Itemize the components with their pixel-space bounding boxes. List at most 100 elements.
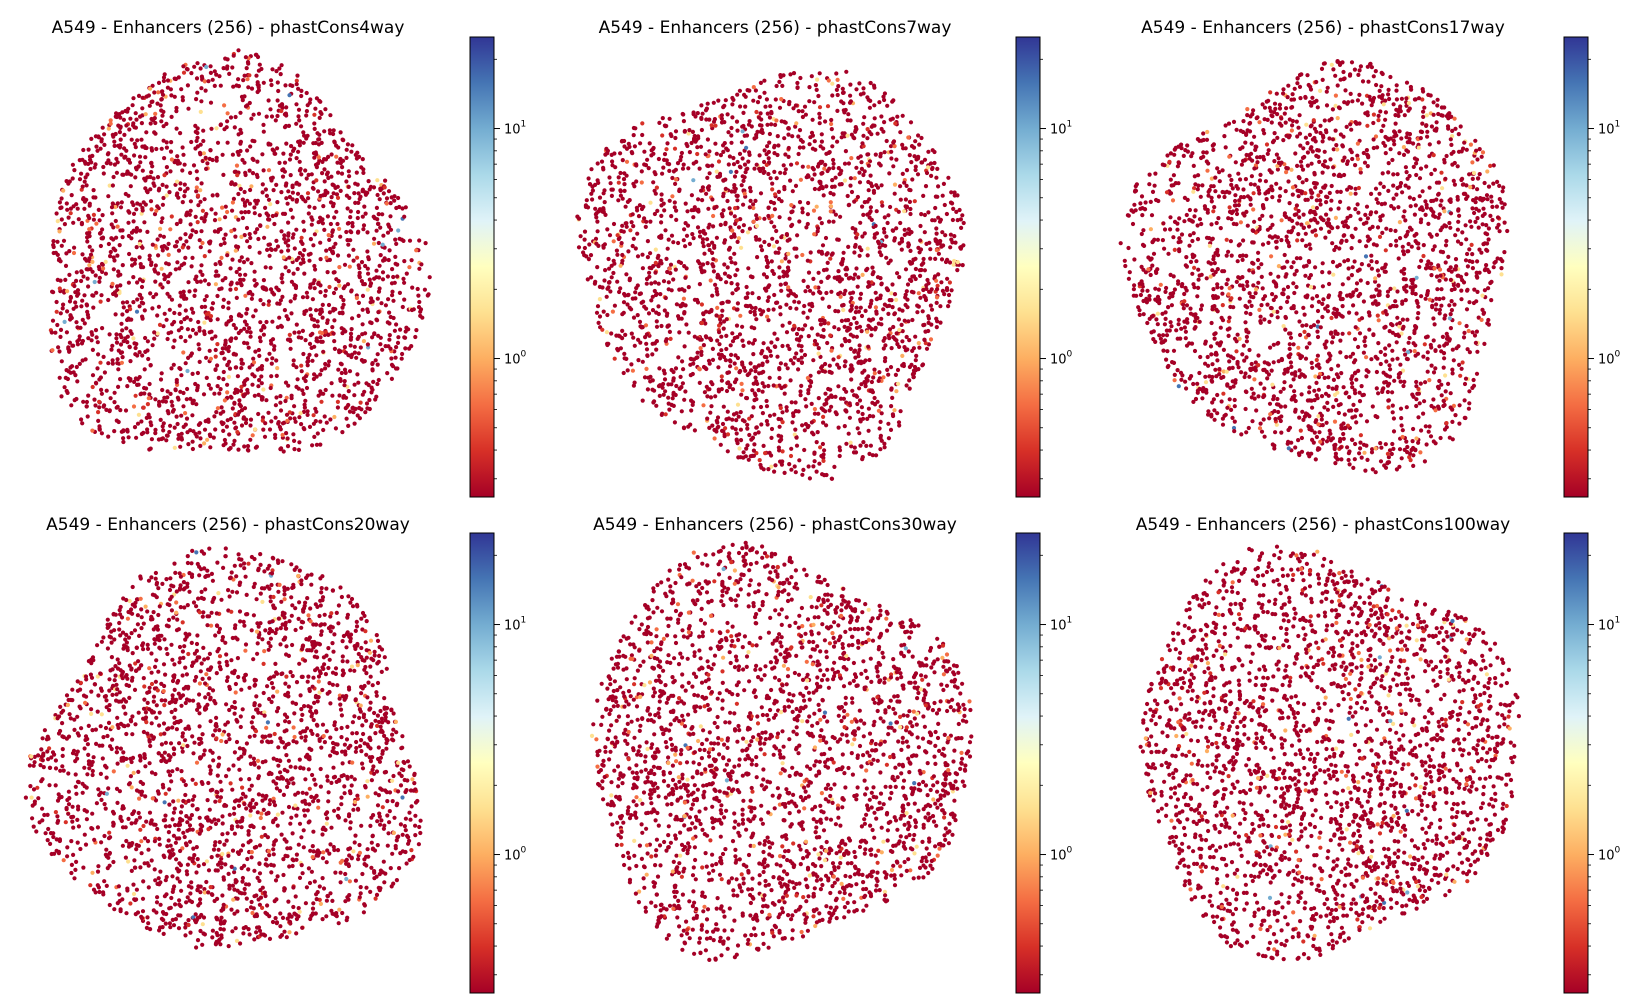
data-point xyxy=(592,281,598,286)
data-point xyxy=(877,426,882,431)
data-point xyxy=(680,166,686,171)
data-point xyxy=(197,347,202,352)
data-point xyxy=(158,282,163,287)
data-point xyxy=(659,203,664,208)
data-point xyxy=(860,370,865,375)
data-point xyxy=(55,219,60,224)
data-point xyxy=(213,427,218,432)
data-point xyxy=(100,269,105,274)
data-point xyxy=(640,398,645,403)
data-point xyxy=(307,424,313,429)
data-point xyxy=(601,191,606,196)
data-point xyxy=(682,129,687,134)
data-point xyxy=(741,202,746,207)
data-point xyxy=(91,217,96,222)
data-point xyxy=(593,212,599,217)
data-point xyxy=(278,72,283,77)
data-point xyxy=(202,441,207,446)
data-point xyxy=(831,357,836,362)
data-point xyxy=(955,218,960,223)
data-point xyxy=(654,347,659,352)
data-point xyxy=(848,322,853,327)
data-point xyxy=(714,429,719,434)
data-point xyxy=(912,154,917,159)
data-point xyxy=(303,378,308,384)
data-point xyxy=(222,356,227,361)
data-point xyxy=(179,373,184,378)
data-point xyxy=(284,141,289,146)
data-point xyxy=(283,380,289,385)
data-point xyxy=(189,139,194,145)
data-point xyxy=(635,231,640,236)
data-point xyxy=(323,107,328,112)
data-point xyxy=(701,244,706,249)
data-point xyxy=(700,111,705,116)
data-point xyxy=(304,113,309,118)
data-point xyxy=(174,105,179,111)
data-point xyxy=(878,419,883,424)
data-point xyxy=(811,432,816,437)
data-point xyxy=(57,200,63,205)
data-point xyxy=(294,322,299,327)
data-point xyxy=(261,387,266,392)
data-point xyxy=(319,339,324,344)
data-point xyxy=(148,121,153,126)
data-point xyxy=(298,261,303,266)
data-point xyxy=(713,394,718,399)
data-point xyxy=(597,195,603,200)
data-point xyxy=(759,422,764,427)
data-point xyxy=(241,260,247,265)
data-point xyxy=(800,164,805,169)
data-point xyxy=(632,144,638,149)
data-point xyxy=(356,380,361,385)
data-point xyxy=(315,431,320,436)
data-point xyxy=(803,397,808,402)
data-point xyxy=(112,139,117,144)
data-point xyxy=(100,125,105,130)
data-point xyxy=(242,326,247,331)
data-point xyxy=(823,409,828,414)
data-point xyxy=(234,269,239,275)
data-point xyxy=(72,168,77,173)
data-point xyxy=(829,289,834,294)
data-point xyxy=(116,384,121,389)
data-point xyxy=(586,257,592,262)
data-point xyxy=(313,267,318,272)
data-point xyxy=(620,336,625,341)
data-point xyxy=(873,152,878,157)
data-point xyxy=(386,222,391,227)
data-point xyxy=(921,256,926,262)
data-point xyxy=(233,114,238,120)
data-point xyxy=(582,245,588,251)
data-point xyxy=(867,105,873,110)
data-point xyxy=(65,309,70,314)
data-point xyxy=(683,221,688,226)
data-point xyxy=(673,167,679,172)
data-point xyxy=(846,431,851,436)
data-point xyxy=(252,269,257,274)
data-point xyxy=(657,393,662,398)
data-point xyxy=(707,247,712,253)
data-point xyxy=(913,167,918,173)
data-point xyxy=(769,426,775,432)
data-point xyxy=(874,453,879,458)
data-point xyxy=(647,141,652,146)
data-point xyxy=(174,109,179,114)
data-point xyxy=(894,297,899,302)
data-point xyxy=(666,395,671,400)
data-point xyxy=(900,353,905,358)
data-point xyxy=(938,320,943,325)
data-point xyxy=(892,182,898,187)
data-point xyxy=(198,279,203,284)
data-point xyxy=(617,289,622,295)
data-point xyxy=(792,323,797,328)
data-point xyxy=(308,313,313,318)
data-point xyxy=(911,371,917,376)
data-point xyxy=(198,443,203,448)
data-point xyxy=(332,414,337,420)
data-point xyxy=(414,248,419,253)
data-point xyxy=(188,199,193,204)
data-point xyxy=(859,166,865,171)
data-point xyxy=(272,221,277,227)
data-point xyxy=(356,313,361,318)
